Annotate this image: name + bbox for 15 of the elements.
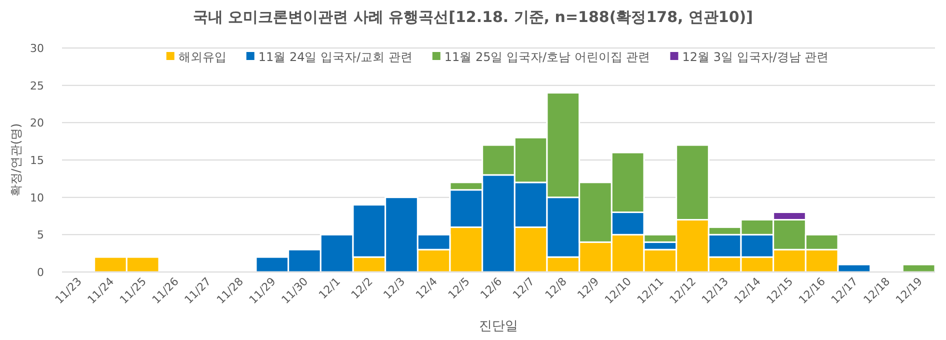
y-tick-label: 15: [30, 154, 44, 167]
y-tick-label: 30: [30, 42, 44, 55]
y-tick-label: 25: [30, 79, 44, 92]
y-tick-label: 10: [30, 191, 44, 204]
legend-label: 11월 24일 입국자/교회 관련: [258, 50, 412, 64]
legend-label: 12월 3일 입국자/경남 관련: [682, 50, 829, 64]
legend-label: 11월 25일 입국자/호남 어린이집 관련: [444, 50, 650, 64]
y-tick-label: 0: [37, 266, 44, 279]
legend-label: 해외유입: [178, 50, 226, 64]
y-tick-label: 5: [37, 228, 44, 242]
x-axis-title: 진단일: [479, 319, 518, 334]
bar: [902, 264, 936, 273]
chart-title: 국내 오미크론변이관련 사례 유행곡선[12.18. 기준, n=188(확정178, 연관10)]: [192, 8, 754, 26]
y-tick-label: 20: [30, 116, 44, 130]
y-axis-title: 확정/연관(명): [9, 123, 23, 197]
